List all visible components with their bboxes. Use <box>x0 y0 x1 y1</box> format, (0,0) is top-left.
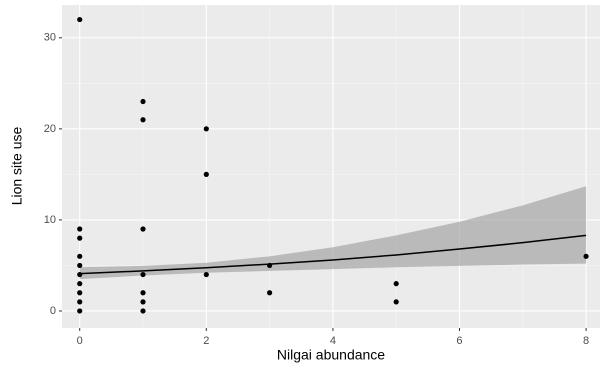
point <box>583 253 589 259</box>
confidence-band <box>79 186 587 280</box>
point <box>140 271 146 278</box>
point <box>203 271 209 278</box>
point <box>140 299 146 305</box>
point <box>77 16 83 23</box>
panel <box>62 5 600 328</box>
y-tick-label: 30 <box>44 32 56 44</box>
y-tick-label: 0 <box>50 305 56 317</box>
point <box>77 290 83 296</box>
point <box>77 253 83 259</box>
point <box>203 126 209 132</box>
x-tick-label: 2 <box>203 335 209 347</box>
point <box>77 308 83 314</box>
point <box>77 262 83 269</box>
y-tick-label: 10 <box>44 214 56 226</box>
x-tick-label: 4 <box>330 335 336 347</box>
point <box>393 281 399 287</box>
point <box>77 281 83 287</box>
point <box>77 235 83 241</box>
point <box>140 308 146 314</box>
y-axis-title: Lion site use <box>9 126 25 205</box>
point <box>77 226 83 232</box>
point <box>267 290 273 296</box>
point <box>77 271 83 278</box>
point <box>140 226 146 232</box>
x-tick-label: 8 <box>583 335 589 347</box>
point <box>267 262 273 269</box>
x-tick-label: 6 <box>456 335 462 347</box>
point <box>393 299 399 305</box>
x-tick-label: 0 <box>77 335 83 347</box>
x-axis-title: Nilgai abundance <box>277 347 385 363</box>
y-tick-label: 20 <box>44 123 56 135</box>
point <box>203 171 209 177</box>
point <box>77 299 83 305</box>
point <box>140 290 146 296</box>
point <box>140 117 146 123</box>
point <box>140 98 146 105</box>
fit-line <box>79 234 587 275</box>
